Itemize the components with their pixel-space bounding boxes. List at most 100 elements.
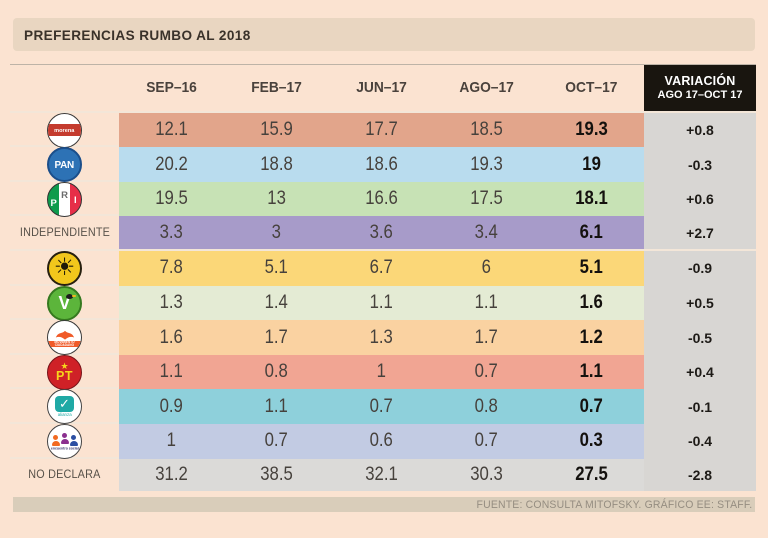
table-row-pvem: V 1.3 1.4 1.1 1.1 1.6 +0.5 bbox=[10, 283, 756, 321]
cell-variation: -0.9 bbox=[644, 250, 756, 286]
cell-variation: -0.3 bbox=[644, 147, 756, 183]
preferences-table: SEP–16 FEB–17 JUN–17 AGO–17 OCT–17 VARIA… bbox=[10, 64, 756, 492]
cell-value-oct: 1.1 bbox=[539, 354, 644, 390]
sun-icon: ☀ bbox=[53, 254, 76, 282]
table-header-row: SEP–16 FEB–17 JUN–17 AGO–17 OCT–17 VARIA… bbox=[10, 64, 756, 111]
encuentro-social-logo: encuentro social bbox=[47, 423, 82, 459]
cell-value: 6 bbox=[434, 250, 539, 286]
cell-value: 0.6 bbox=[329, 423, 434, 459]
title-bar: PREFERENCIAS RUMBO AL 2018 bbox=[13, 18, 755, 51]
people-icon bbox=[51, 432, 78, 446]
cell-variation: +0.4 bbox=[644, 354, 756, 390]
cell-value: 1.1 bbox=[224, 389, 329, 425]
cell-value: 19.5 bbox=[119, 181, 224, 217]
cell-value: 20.2 bbox=[119, 147, 224, 183]
cell-value-oct: 1.2 bbox=[539, 320, 644, 356]
cell-value: 3.3 bbox=[119, 216, 224, 249]
cell-variation: -2.8 bbox=[644, 458, 756, 492]
cell-value: 1.4 bbox=[224, 285, 329, 321]
column-header-variation: VARIACIÓN AGO 17–OCT 17 bbox=[644, 65, 756, 111]
source-text: FUENTE: CONSULTA MITOFSKY. GRÁFICO EE: S… bbox=[476, 498, 752, 511]
cell-value-oct: 19.3 bbox=[539, 112, 644, 148]
cell-variation: +0.6 bbox=[644, 181, 756, 217]
cell-value: 1.1 bbox=[329, 285, 434, 321]
cell-value-oct: 0.3 bbox=[539, 423, 644, 459]
table-row-encuentro-social: encuentro social 1 0.7 0.6 0.7 0.3 -0.4 bbox=[10, 421, 756, 459]
pan-logo: PAN bbox=[47, 147, 82, 183]
column-header-oct17: OCT–17 bbox=[565, 79, 618, 97]
toucan-icon bbox=[66, 293, 76, 299]
pt-logo: ★ PT bbox=[47, 354, 82, 390]
cell-value-oct: 6.1 bbox=[539, 216, 644, 249]
column-header-ago17: AGO–17 bbox=[459, 79, 514, 97]
cell-value: 19.3 bbox=[434, 147, 539, 183]
cell-value-oct: 19 bbox=[539, 147, 644, 183]
cell-variation: +0.5 bbox=[644, 285, 756, 321]
cell-value-oct: 0.7 bbox=[539, 389, 644, 425]
table-row-independiente: INDEPENDIENTE 3.3 3 3.6 3.4 6.1 +2.7 bbox=[10, 214, 756, 249]
column-header-jun17: JUN–17 bbox=[356, 79, 407, 97]
cell-value: 1.1 bbox=[119, 354, 224, 390]
cell-value: 0.7 bbox=[224, 423, 329, 459]
cell-variation: +0.8 bbox=[644, 112, 756, 148]
page-title: PREFERENCIAS RUMBO AL 2018 bbox=[24, 26, 251, 43]
table-row-prd: ☀ 7.8 5.1 6.7 6 5.1 -0.9 bbox=[10, 248, 756, 286]
cell-value: 6.7 bbox=[329, 250, 434, 286]
eagle-icon bbox=[55, 330, 74, 340]
cell-value: 18.8 bbox=[224, 147, 329, 183]
cell-value: 1.7 bbox=[434, 320, 539, 356]
table-row-pan: PAN 20.2 18.8 18.6 19.3 19 -0.3 bbox=[10, 145, 756, 183]
cell-value: 0.7 bbox=[434, 354, 539, 390]
cell-value: 18.5 bbox=[434, 112, 539, 148]
cell-value: 13 bbox=[224, 181, 329, 217]
table-row-movimiento-ciudadano: MOVIMIENTO CIUDADANO 1.6 1.7 1.3 1.7 1.2… bbox=[10, 318, 756, 356]
table-row-nueva-alianza: ✓ alianza 0.9 1.1 0.7 0.8 0.7 -0.1 bbox=[10, 387, 756, 425]
morena-logo: morena bbox=[47, 112, 82, 148]
cell-value: 17.7 bbox=[329, 112, 434, 148]
row-label-independiente: INDEPENDIENTE bbox=[19, 226, 110, 239]
star-icon: ★ bbox=[60, 361, 69, 372]
movimiento-ciudadano-logo: MOVIMIENTO CIUDADANO bbox=[47, 320, 82, 356]
cell-variation: -0.5 bbox=[644, 320, 756, 356]
cell-value: 1.6 bbox=[119, 320, 224, 356]
table-row-no-declara: NO DECLARA 31.2 38.5 32.1 30.3 27.5 -2.8 bbox=[10, 456, 756, 492]
cell-value: 0.8 bbox=[224, 354, 329, 390]
checkmark-icon: ✓ bbox=[55, 396, 74, 413]
source-bar: FUENTE: CONSULTA MITOFSKY. GRÁFICO EE: S… bbox=[13, 497, 755, 512]
cell-value: 3.6 bbox=[329, 216, 434, 249]
table-row-morena: morena 12.1 15.9 17.7 18.5 19.3 +0.8 bbox=[10, 110, 756, 148]
cell-value: 16.6 bbox=[329, 181, 434, 217]
cell-value: 31.2 bbox=[119, 458, 224, 492]
cell-value: 1.1 bbox=[434, 285, 539, 321]
cell-value: 32.1 bbox=[329, 458, 434, 492]
cell-value: 30.3 bbox=[434, 458, 539, 492]
prd-logo: ☀ bbox=[47, 250, 82, 286]
cell-value: 5.1 bbox=[224, 250, 329, 286]
cell-value: 15.9 bbox=[224, 112, 329, 148]
cell-value: 1 bbox=[119, 423, 224, 459]
cell-variation: +2.7 bbox=[644, 216, 756, 249]
cell-value: 12.1 bbox=[119, 112, 224, 148]
nueva-alianza-logo: ✓ alianza bbox=[47, 389, 82, 425]
cell-value: 38.5 bbox=[224, 458, 329, 492]
cell-value-oct: 1.6 bbox=[539, 285, 644, 321]
cell-value: 18.6 bbox=[329, 147, 434, 183]
cell-value: 0.7 bbox=[329, 389, 434, 425]
cell-value: 17.5 bbox=[434, 181, 539, 217]
cell-value: 1.3 bbox=[329, 320, 434, 356]
cell-value: 0.9 bbox=[119, 389, 224, 425]
column-header-feb17: FEB–17 bbox=[251, 79, 302, 97]
cell-value: 7.8 bbox=[119, 250, 224, 286]
cell-value: 0.7 bbox=[434, 423, 539, 459]
row-label-no-declara: NO DECLARA bbox=[28, 468, 101, 481]
cell-variation: -0.1 bbox=[644, 389, 756, 425]
cell-value: 3.4 bbox=[434, 216, 539, 249]
column-header-sep16: SEP–16 bbox=[146, 79, 197, 97]
cell-value-oct: 5.1 bbox=[539, 250, 644, 286]
cell-value-oct: 27.5 bbox=[539, 458, 644, 492]
cell-value: 0.8 bbox=[434, 389, 539, 425]
cell-value: 1 bbox=[329, 354, 434, 390]
